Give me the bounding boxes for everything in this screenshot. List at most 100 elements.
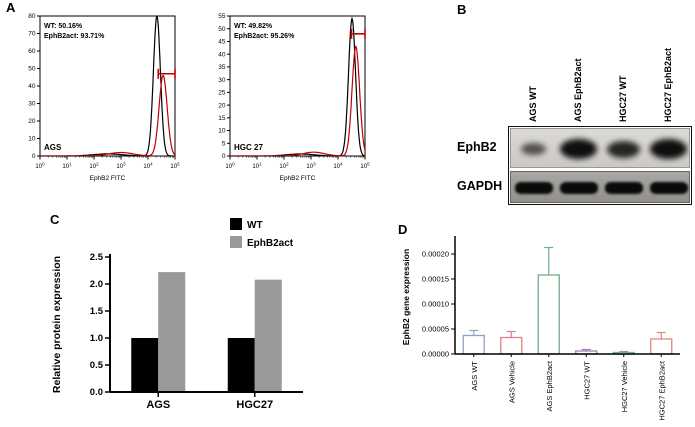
gapdh-blot — [510, 171, 690, 203]
stat-annotation: EphB2act: 93.71% — [44, 33, 105, 40]
flow-histogram-ags: 0 10 20 30 40 50 60 70 80 100 101 102 103 104 105 EphB2… — [28, 13, 180, 182]
svg-text:0.00005: 0.00005 — [422, 325, 449, 334]
flow-histogram-hgc27: 0 5 10 15 20 25 30 35 40 45 50 55 100 101 102 103 104 105… — [218, 13, 370, 182]
svg-text:30: 30 — [218, 77, 226, 84]
svg-text:0.00015: 0.00015 — [422, 275, 449, 284]
svg-text:0: 0 — [32, 153, 36, 160]
bar-EphB2act-AGS — [158, 272, 186, 392]
panel-b-western-blot: AGS WT AGS EphB2act HGC27 WT HGC27 EphB2… — [455, 8, 695, 208]
ephb2-band — [607, 140, 640, 158]
svg-text:105: 105 — [360, 161, 370, 170]
svg-text:35: 35 — [218, 64, 226, 71]
category-label: AGS WT — [470, 361, 479, 391]
svg-text:0.5: 0.5 — [90, 360, 104, 371]
svg-text:30: 30 — [28, 101, 36, 108]
ephb2-band — [560, 139, 597, 159]
svg-text:102: 102 — [279, 161, 289, 170]
svg-text:101: 101 — [62, 161, 72, 170]
panel-a-label: A — [6, 0, 16, 15]
stat-annotation: WT: 49.82% — [234, 23, 273, 30]
svg-text:10: 10 — [28, 136, 36, 143]
svg-text:60: 60 — [28, 48, 36, 55]
svg-text:80: 80 — [28, 13, 36, 20]
category-label: HGC27 EphB2act — [657, 360, 666, 421]
flow-curve-EphB2act — [40, 74, 175, 156]
svg-text:101: 101 — [252, 161, 262, 170]
bar-AGS EphB2act — [537, 274, 560, 355]
flow-plot: 0 10 20 30 40 50 60 70 80 100 101 102 103 104 105 EphB2… — [28, 13, 180, 182]
category-label: HGC27 Vehicle — [620, 361, 629, 412]
cell-line-label: AGS — [44, 143, 62, 152]
blot-lane-label: HGC27 EphB2act — [663, 47, 673, 122]
panel-d-label: D — [398, 222, 408, 237]
svg-text:103: 103 — [306, 161, 316, 170]
svg-text:1.5: 1.5 — [90, 306, 104, 317]
legend-swatch-EphB2act — [230, 236, 242, 248]
blot-lane-label: AGS WT — [528, 86, 538, 122]
bar-WT-AGS — [131, 338, 159, 392]
blot-lane-label: HGC27 WT — [618, 75, 628, 122]
svg-text:10: 10 — [218, 128, 226, 135]
svg-text:5: 5 — [222, 140, 226, 147]
svg-text:0: 0 — [222, 153, 226, 160]
flow-curve-WT — [230, 16, 365, 156]
panel-b-label: B — [457, 2, 467, 17]
gapdh-band — [649, 182, 688, 194]
svg-text:2.0: 2.0 — [90, 279, 103, 290]
svg-text:0.0: 0.0 — [90, 387, 103, 398]
category-label: AGS — [146, 399, 170, 411]
svg-text:1.0: 1.0 — [90, 333, 103, 344]
svg-text:0.00020: 0.00020 — [422, 250, 449, 259]
blot-lane-label: AGS EphB2act — [573, 58, 583, 122]
gapdh-row-label: GAPDH — [457, 179, 503, 193]
legend-label: WT — [247, 220, 263, 231]
stat-annotation: EphB2act: 95.26% — [234, 33, 295, 40]
protein-expression-chart: 0.0 0.5 1.0 1.5 2.0 2.5 AGS HGC27 Relative prote… — [51, 218, 303, 411]
svg-text:50: 50 — [218, 26, 226, 33]
svg-text:100: 100 — [225, 161, 235, 170]
legend-swatch-WT — [230, 218, 242, 230]
svg-text:40: 40 — [218, 51, 226, 58]
svg-text:2.5: 2.5 — [90, 252, 104, 263]
svg-text:100: 100 — [35, 161, 45, 170]
svg-text:45: 45 — [218, 39, 226, 46]
svg-text:EphB2 FITC: EphB2 FITC — [280, 175, 316, 182]
svg-text:EphB2 FITC: EphB2 FITC — [90, 175, 126, 182]
svg-text:103: 103 — [116, 161, 126, 170]
svg-text:0.00010: 0.00010 — [422, 300, 449, 309]
gene-bar-plot: 0.00000 0.00005 0.00010 0.00015 0.00020 AGS W… — [401, 236, 680, 421]
gapdh-band — [604, 182, 643, 194]
panel-c-label: C — [50, 212, 60, 227]
legend-label: EphB2act — [247, 238, 294, 249]
cell-line-label: HGC 27 — [234, 143, 263, 152]
svg-text:70: 70 — [28, 31, 36, 38]
y-axis-label: EphB2 gene expression — [401, 249, 411, 345]
svg-text:0.00000: 0.00000 — [422, 350, 449, 359]
svg-text:20: 20 — [218, 102, 226, 109]
bar-WT-HGC27 — [227, 338, 255, 392]
gapdh-band — [559, 182, 598, 194]
stat-annotation: WT: 50.16% — [44, 23, 83, 30]
western-blot-image — [508, 126, 692, 205]
ephb2-band — [650, 139, 687, 159]
svg-text:104: 104 — [143, 161, 153, 170]
category-label: HGC27 — [236, 399, 273, 411]
category-label: AGS EphB2act — [545, 360, 554, 411]
protein-bar-plot: 0.0 0.5 1.0 1.5 2.0 2.5 AGS HGC27 Relative prote… — [51, 218, 303, 411]
svg-text:105: 105 — [170, 161, 180, 170]
gene-expression-chart: 0.00000 0.00005 0.00010 0.00015 0.00020 AGS W… — [401, 236, 680, 421]
y-axis-label: Relative protein expression — [51, 256, 63, 393]
flow-plot: 0 5 10 15 20 25 30 35 40 45 50 55 100 101 102 103 104 105… — [218, 13, 370, 182]
category-label: HGC27 WT — [582, 361, 591, 400]
bar-EphB2act-HGC27 — [254, 279, 282, 392]
gapdh-band — [514, 182, 553, 194]
ephb2-band — [521, 142, 546, 156]
svg-text:40: 40 — [28, 83, 36, 90]
svg-text:104: 104 — [333, 161, 343, 170]
bar-AGS WT — [462, 334, 485, 355]
svg-text:102: 102 — [89, 161, 99, 170]
ephb2-blot — [510, 128, 690, 168]
svg-text:50: 50 — [28, 66, 36, 73]
ephb2-row-label: EphB2 — [457, 140, 497, 154]
